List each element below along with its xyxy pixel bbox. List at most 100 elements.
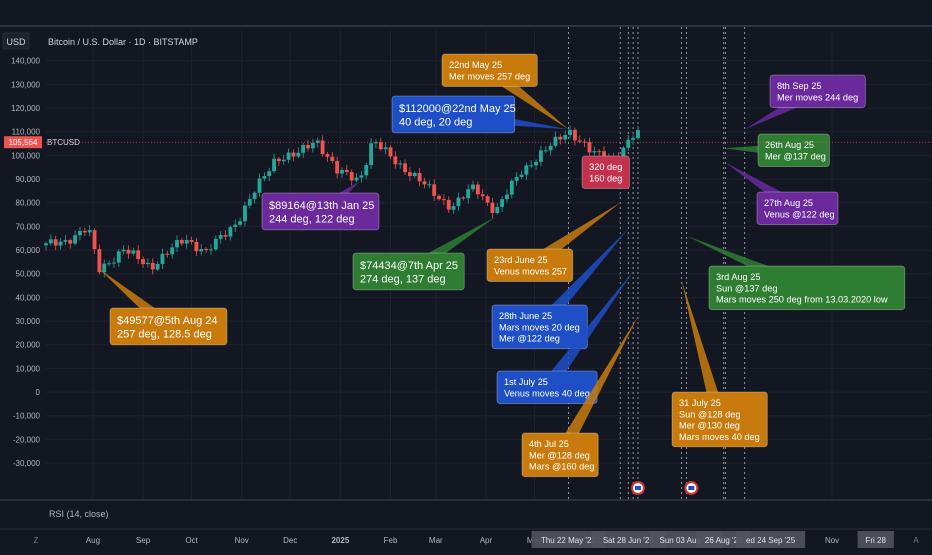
candle-body bbox=[87, 230, 92, 233]
y-tick-label: 70,000 bbox=[16, 222, 41, 231]
x-tick-label: Apr bbox=[480, 536, 493, 545]
annotation-text: 1st July 25 bbox=[504, 377, 548, 387]
candle-body bbox=[553, 136, 558, 146]
annotation-text: 274 deg, 137 deg bbox=[360, 273, 446, 285]
candle-body bbox=[121, 249, 126, 252]
annotation-text: Mer @122 deg bbox=[499, 334, 560, 344]
annotation-box[interactable] bbox=[521, 432, 599, 478]
annotation-box[interactable] bbox=[496, 370, 598, 404]
candle-body bbox=[102, 263, 107, 273]
candle-body bbox=[558, 136, 563, 140]
annotation-text: Venus moves 257 bbox=[494, 266, 567, 276]
x-tick-label: 2025 bbox=[331, 536, 349, 545]
annotation-box[interactable] bbox=[708, 265, 906, 311]
x-tick-label: Oct bbox=[185, 536, 198, 545]
y-tick-label: 80,000 bbox=[16, 199, 41, 208]
candle-body bbox=[296, 152, 301, 157]
candle-body bbox=[325, 154, 330, 157]
candle-body bbox=[291, 152, 296, 157]
candle-body bbox=[223, 235, 228, 237]
candle-body bbox=[412, 173, 417, 177]
candle-body bbox=[306, 144, 310, 149]
candle-body bbox=[572, 129, 577, 141]
candle-body bbox=[602, 151, 606, 160]
candle-body bbox=[349, 172, 354, 181]
candle-body bbox=[543, 150, 548, 152]
candle-body bbox=[466, 189, 471, 199]
candle-body bbox=[97, 249, 102, 273]
annotation-box[interactable] bbox=[769, 74, 866, 108]
annotation-text: 40 deg, 20 deg bbox=[399, 116, 472, 128]
annotation-box[interactable] bbox=[441, 53, 538, 87]
candle-body bbox=[417, 173, 422, 182]
y-tick-label: 50,000 bbox=[16, 270, 41, 279]
rsi-label[interactable]: RSI (14, close) bbox=[49, 509, 109, 519]
candle-body bbox=[422, 181, 427, 185]
candle-body bbox=[568, 129, 572, 136]
candle-body bbox=[437, 195, 441, 200]
candle-body bbox=[403, 163, 408, 173]
date-badge-box bbox=[531, 531, 606, 548]
annotation-box[interactable] bbox=[486, 248, 574, 282]
annotation-box[interactable] bbox=[757, 133, 830, 167]
date-badge: Sat 28 Jun '25 bbox=[603, 536, 654, 545]
annotation-text: $74434@7th Apr 25 bbox=[360, 260, 458, 272]
annotation-box[interactable] bbox=[756, 191, 839, 225]
candle-body bbox=[209, 249, 213, 251]
annotation-box[interactable] bbox=[491, 304, 588, 350]
candle-body bbox=[218, 235, 223, 239]
candle-body bbox=[446, 199, 451, 210]
candle-body bbox=[509, 180, 514, 195]
annotation-box[interactable] bbox=[109, 307, 228, 346]
symbol-title[interactable]: Bitcoin / U.S. Dollar · 1D · BITSTAMP bbox=[48, 37, 198, 47]
candle-body bbox=[78, 230, 82, 236]
candle-body bbox=[165, 253, 170, 255]
annotation-box[interactable] bbox=[581, 155, 630, 189]
candle-body bbox=[44, 243, 48, 246]
zoom-icon[interactable]: Z bbox=[34, 536, 39, 545]
candle-body bbox=[145, 262, 150, 265]
candle-body bbox=[441, 199, 446, 201]
candle-body bbox=[393, 156, 398, 165]
y-tick-label: 10,000 bbox=[16, 364, 41, 373]
candle-body bbox=[199, 248, 204, 252]
x-axis: Z A AugSepOctNovDec2025FebMarAprMayNovTh… bbox=[0, 528, 932, 550]
currency-badge-box[interactable] bbox=[2, 32, 30, 50]
candle-body bbox=[519, 174, 524, 178]
candle-body bbox=[310, 142, 315, 149]
annotation-text: $112000@22nd May 25 bbox=[399, 103, 516, 115]
annotation-box[interactable] bbox=[391, 95, 516, 134]
annotation-text: Mer moves 257 deg bbox=[449, 71, 530, 81]
candle-body bbox=[340, 169, 344, 174]
y-tick-label: 120,000 bbox=[11, 104, 40, 113]
candle-body bbox=[82, 230, 87, 233]
candle-body bbox=[383, 147, 388, 150]
auto-scale-icon[interactable]: A bbox=[913, 536, 919, 545]
date-badge-box bbox=[736, 531, 806, 548]
candle-body bbox=[189, 239, 194, 242]
currency-badge[interactable]: USD bbox=[6, 37, 26, 47]
candle-body bbox=[500, 199, 505, 207]
annotation-text: Mars @160 deg bbox=[529, 462, 595, 472]
candle-body bbox=[636, 129, 640, 139]
annotation-box[interactable] bbox=[352, 252, 465, 291]
annotation-box[interactable] bbox=[261, 192, 380, 231]
candle-body bbox=[184, 239, 189, 244]
candle-body bbox=[388, 147, 393, 157]
x-tick-label: Mar bbox=[429, 536, 443, 545]
annotation-text: Mars moves 20 deg bbox=[499, 322, 580, 332]
date-badge: Sun 03 Aug '25 bbox=[659, 536, 714, 545]
current-price-badge bbox=[4, 136, 42, 149]
y-tick-label: -30,000 bbox=[13, 459, 41, 468]
candle-body bbox=[407, 172, 412, 177]
annotation-box[interactable] bbox=[671, 391, 768, 448]
annotation-text: 22nd May 25 bbox=[449, 60, 502, 70]
candle-body bbox=[204, 248, 209, 250]
candle-body bbox=[155, 263, 160, 270]
candle-body bbox=[626, 139, 631, 148]
candle-body bbox=[213, 238, 218, 250]
date-badge-box bbox=[591, 531, 666, 548]
date-badge: ed 24 Sep '25 bbox=[746, 536, 796, 545]
date-badge: 26 Aug '25 bbox=[705, 536, 743, 545]
